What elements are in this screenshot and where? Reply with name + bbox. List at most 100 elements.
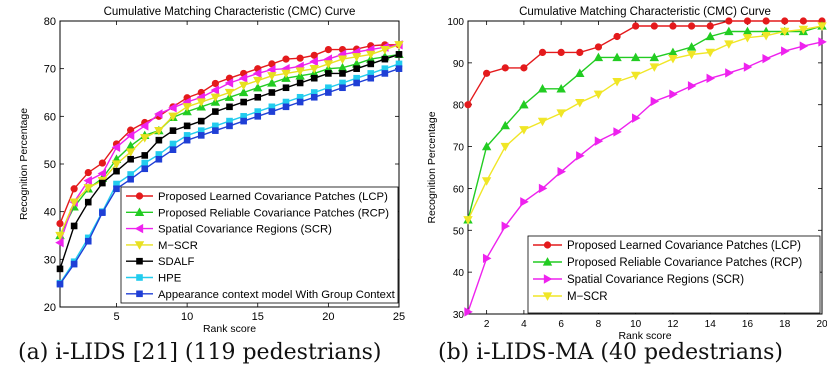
legend-swatch-marker [134,223,144,234]
data-point [99,179,106,187]
data-point [309,56,318,67]
data-point [140,134,150,143]
y-tick-label: 30 [453,310,465,321]
data-point [324,45,332,54]
x-tick-label: 15 [252,311,264,323]
x-tick-label: 10 [630,319,642,330]
data-point [799,41,809,51]
data-point [310,93,318,101]
y-tick-label: 100 [447,17,464,28]
data-point [556,109,566,118]
data-point [395,51,403,58]
data-point [141,159,149,167]
data-point [224,88,235,98]
x-axis-label: Rank score [618,330,671,342]
data-point [70,185,78,193]
data-point [240,98,247,106]
data-point [154,126,164,136]
data-point [557,166,566,177]
x-tick-label: 16 [742,319,754,330]
data-point [799,17,807,25]
data-point [669,89,678,99]
data-point [169,127,177,134]
data-point [353,65,360,72]
data-point [83,175,92,186]
data-point [168,112,178,122]
data-point [282,103,290,111]
series-line [467,25,823,220]
data-point [268,89,276,96]
data-point [781,46,790,56]
data-point [310,74,318,82]
data-point [325,89,332,96]
y-axis-label: Recognition Percentage [426,111,438,223]
chart-title: Cumulative Matching Characteristic (CMC)… [104,6,356,18]
chart-ilids: 20 30 40 50 60 70 80 5 10 15 20 25 Cumulative Matchi… [18,6,405,335]
series-1 [464,17,826,109]
data-point [650,22,658,30]
data-point [282,84,290,92]
data-point [325,70,332,77]
data-point [762,53,771,64]
chart-title: Cumulative Matching Characteristic (CMC)… [519,6,771,18]
legend-label: Proposed Reliable Covariance Patches (RC… [567,257,802,269]
legend-label: Spatial Covariance Regions (SCR) [158,224,332,236]
y-tick-label: 30 [44,254,56,266]
legend-label: Proposed Learned Covariance Patches (LCP… [158,191,388,203]
data-point [196,98,206,107]
data-point [537,83,548,93]
data-point [155,155,163,163]
legend-label: Appearance context model With Group Cont… [158,289,396,301]
data-point [226,122,233,130]
series-7 [56,65,403,288]
data-point [594,136,604,146]
legend-label: M−SCR [158,240,198,252]
y-tick-label: 50 [44,159,56,171]
data-point [520,64,528,72]
caption-a: (a) i-LIDS [21] (119 pedestrians) [18,340,382,365]
data-point [649,63,660,72]
series-4 [463,22,827,225]
data-point [296,79,304,87]
data-point [576,48,584,56]
data-point [366,50,376,60]
data-point [69,198,79,207]
legend-swatch-marker [542,292,553,301]
data-point [649,52,660,62]
y-tick-label: 60 [44,111,56,123]
legend-swatch-marker [543,241,552,249]
data-point [125,148,136,157]
data-point [111,160,122,169]
data-point [632,113,641,123]
data-point [612,52,622,62]
data-point [141,152,149,159]
legend: Proposed Learned Covariance Patches (LCP… [527,235,821,314]
legend-swatch-marker [136,257,143,265]
data-point [252,68,262,79]
data-point [630,52,641,62]
data-point [463,216,473,225]
data-point [482,253,492,264]
data-point [267,78,277,87]
series-5 [56,51,403,273]
data-point [593,90,604,100]
data-point [83,184,93,193]
data-point [55,231,65,241]
data-point [210,93,221,103]
x-axis-label: Rank score [203,323,256,335]
data-point [576,151,585,161]
legend-swatch-marker [135,192,144,200]
y-tick-label: 40 [44,207,56,219]
y-tick-label: 40 [453,268,465,279]
data-point [687,81,697,91]
data-point [464,307,473,317]
data-point [212,108,219,115]
legend-label: Spatial Covariance Regions (SCR) [567,274,744,286]
data-point [501,221,511,231]
data-point [686,50,697,60]
data-point [686,42,697,51]
x-tick-label: 2 [484,319,490,330]
legend-swatch-marker [134,207,145,216]
data-point [761,31,771,41]
chart-ilids-ma: 30 40 50 60 70 80 90 100 2 4 6 8 10 12 14 16 18 20 Cumulat… [426,6,827,342]
